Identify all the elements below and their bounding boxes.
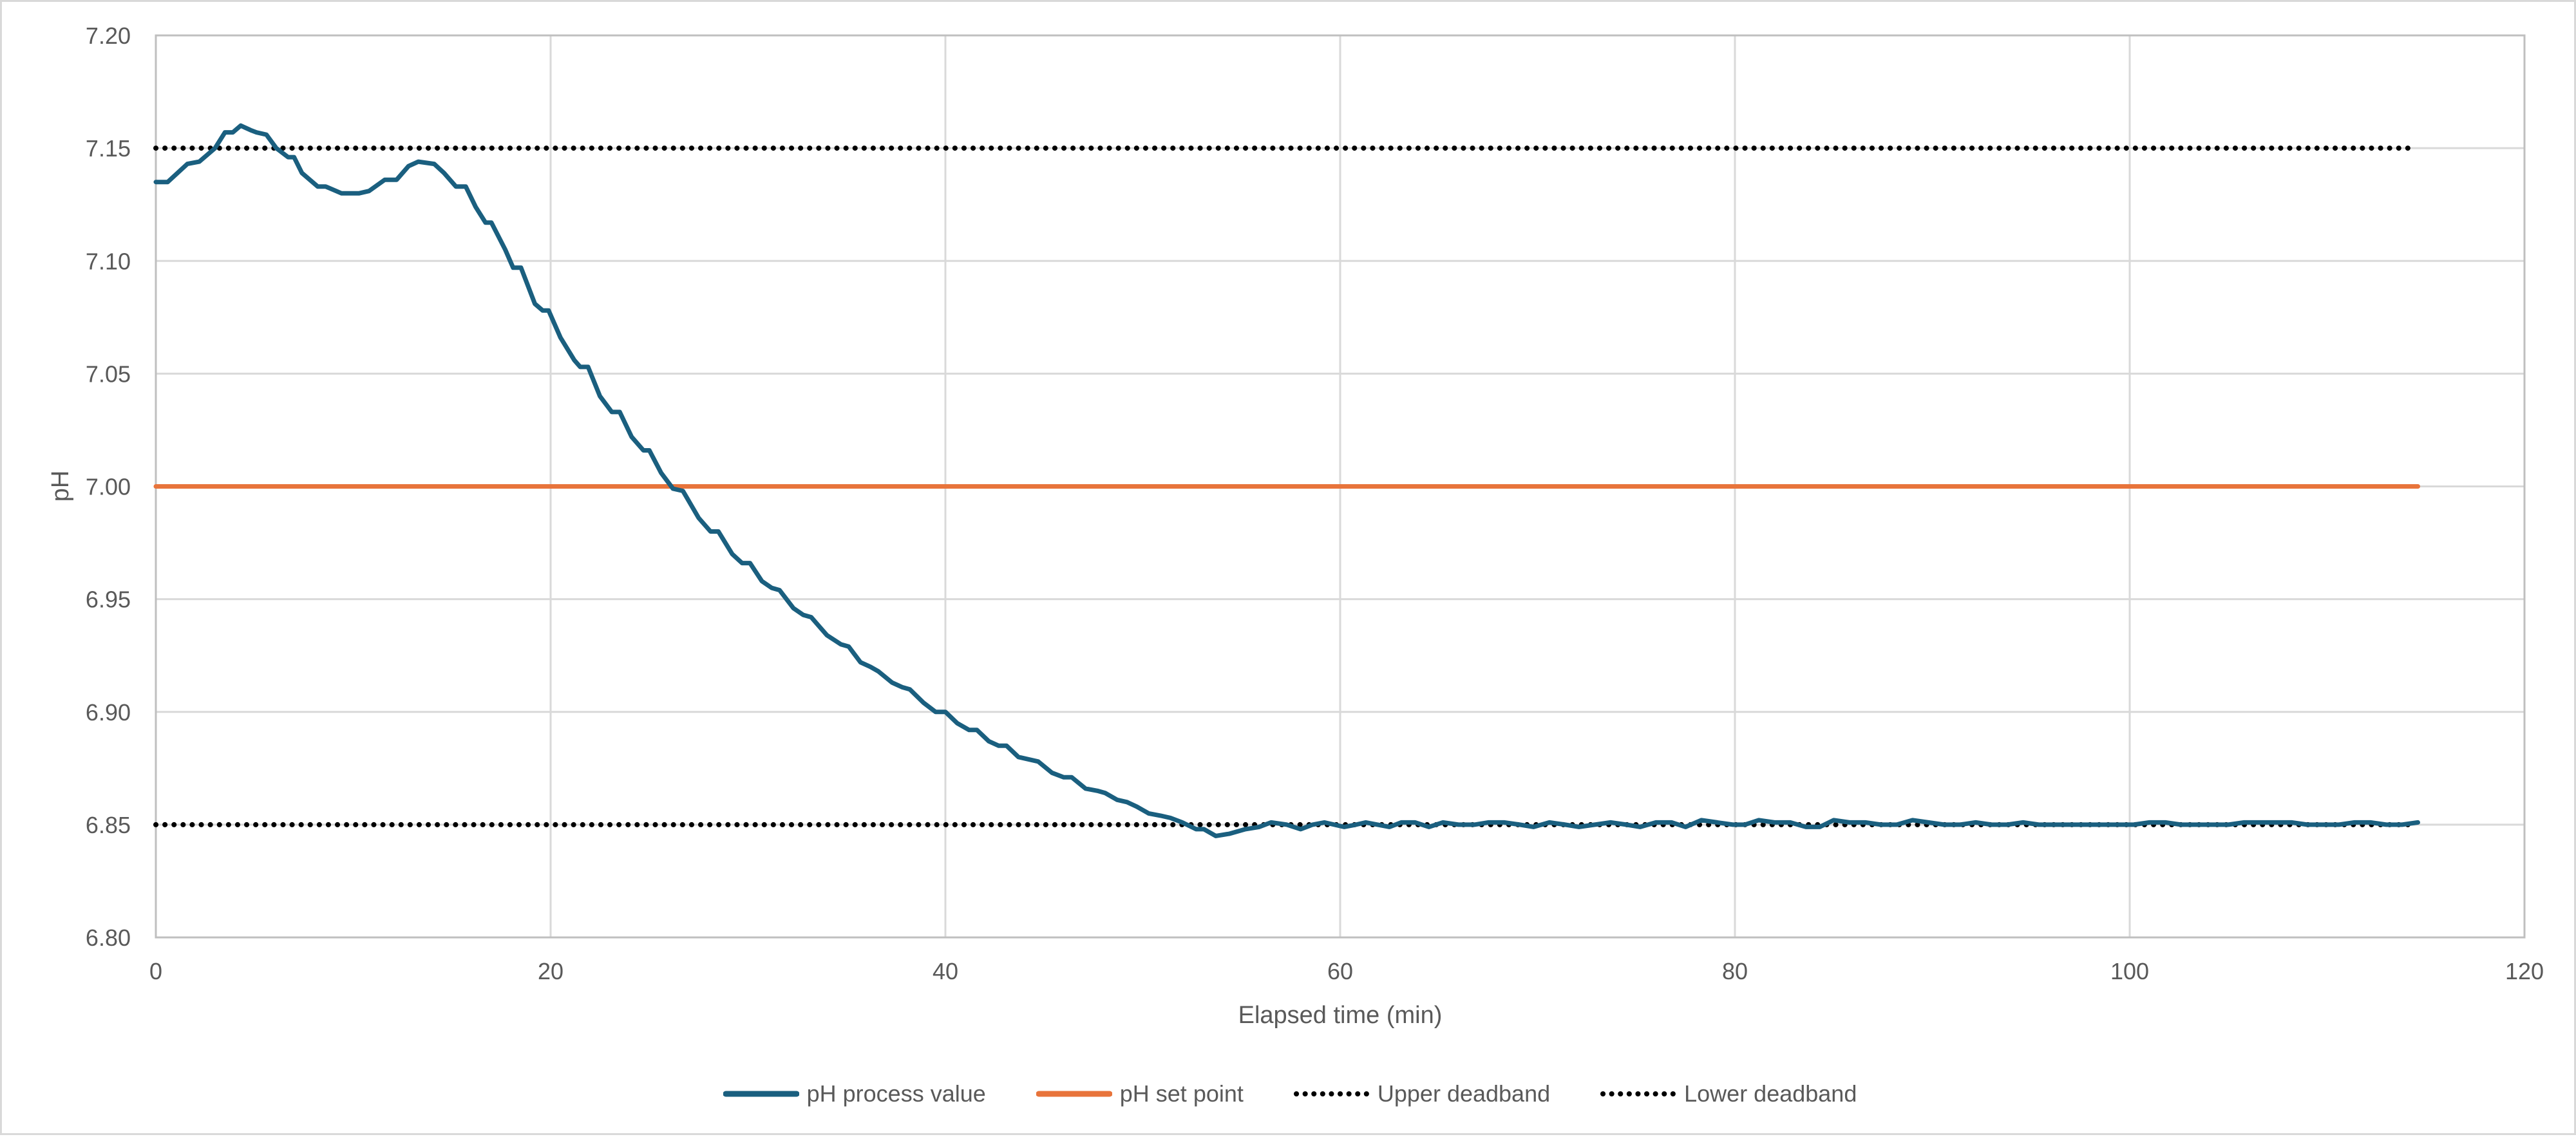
legend-label: Lower deadband <box>1684 1080 1857 1107</box>
y-tick-label: 7.00 <box>86 474 131 500</box>
y-tick-label: 6.80 <box>86 925 131 951</box>
y-tick-label: 7.10 <box>86 248 131 274</box>
legend-swatch-dotted-icon <box>1600 1091 1677 1096</box>
legend-item-lower-deadband[interactable]: Lower deadband <box>1600 1076 1857 1112</box>
x-axis-title: Elapsed time (min) <box>1238 1002 1443 1029</box>
legend-item-set-point[interactable]: pH set point <box>1036 1076 1244 1112</box>
legend-label: pH set point <box>1119 1080 1244 1107</box>
x-tick-label: 60 <box>1327 958 1353 984</box>
x-tick-label: 80 <box>1722 958 1748 984</box>
x-axis-tick-labels: 0 20 40 60 80 100 120 <box>149 958 2544 984</box>
legend-swatch-dotted-icon <box>1293 1091 1370 1096</box>
x-tick-label: 40 <box>933 958 958 984</box>
legend-swatch-solid-icon <box>723 1091 799 1097</box>
series-ph-process-value[interactable] <box>153 123 2420 838</box>
legend-label: pH process value <box>806 1080 986 1107</box>
legend-label: Upper deadband <box>1377 1080 1551 1107</box>
legend-swatch-solid-icon <box>1036 1091 1112 1097</box>
x-tick-label: 100 <box>2110 958 2149 984</box>
y-tick-label: 7.20 <box>86 23 131 49</box>
legend: pH process value pH set point Upper dead… <box>2 1076 2576 1112</box>
y-tick-label: 7.15 <box>86 135 131 162</box>
x-tick-label: 20 <box>538 958 564 984</box>
x-tick-label: 0 <box>149 958 162 984</box>
y-tick-label: 6.90 <box>86 699 131 726</box>
legend-item-upper-deadband[interactable]: Upper deadband <box>1293 1076 1551 1112</box>
legend-item-process-value[interactable]: pH process value <box>723 1076 986 1112</box>
x-tick-label: 120 <box>2505 958 2544 984</box>
y-axis-tick-labels: 6.80 6.85 6.90 6.95 7.00 7.05 7.10 7.15 7.20 <box>86 23 131 951</box>
y-tick-label: 6.85 <box>86 812 131 838</box>
y-tick-label: 7.05 <box>86 361 131 387</box>
series-layer <box>153 123 2420 838</box>
y-axis-title: pH <box>47 471 74 502</box>
y-tick-label: 6.95 <box>86 587 131 613</box>
